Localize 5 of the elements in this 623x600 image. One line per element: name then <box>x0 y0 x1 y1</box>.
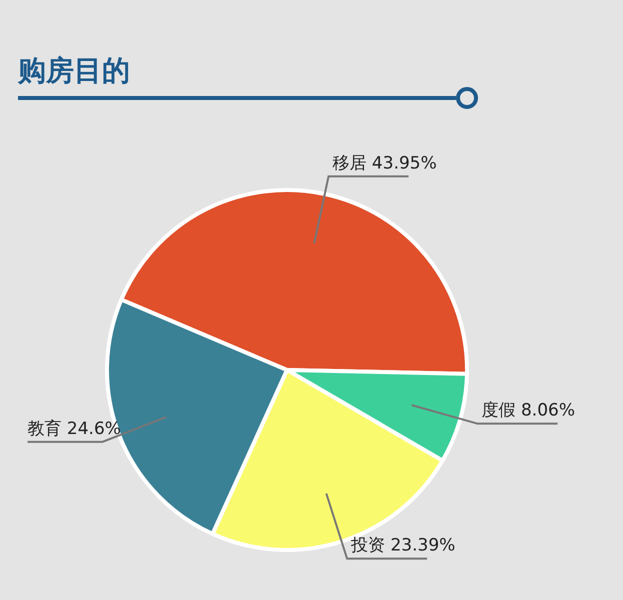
chart-title: 购房目的 <box>17 54 130 87</box>
slice-label: 教育 24.6% <box>28 418 121 439</box>
slice-label: 度假 8.06% <box>482 400 576 421</box>
slice-label: 投资 23.39% <box>350 536 456 556</box>
slice-label: 移居 43.95% <box>332 153 437 174</box>
